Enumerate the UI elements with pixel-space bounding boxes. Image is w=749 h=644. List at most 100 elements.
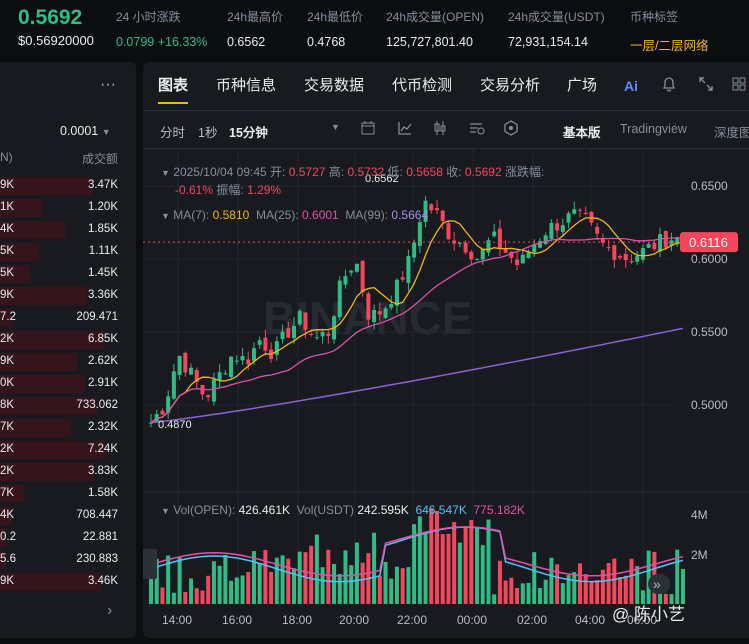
orderbook-row[interactable]: 1K 1.20K: [0, 197, 136, 219]
row-turnover: 3.46K: [87, 575, 118, 587]
depth-bar: [0, 485, 24, 503]
volume-bar: [149, 555, 153, 604]
candle-body: [263, 337, 268, 351]
volume-bar: [555, 564, 560, 604]
depth-bar: [0, 177, 92, 195]
settings-list-icon[interactable]: [468, 120, 486, 136]
volume-legend: ▼ Vol(OPEN): 426.461K Vol(USDT) 242.595K…: [161, 503, 525, 517]
depth-bar: [0, 287, 87, 305]
candle-body: [446, 223, 451, 240]
volume-bar: [171, 592, 176, 604]
orderbook-row[interactable]: 9K 3.36K: [0, 285, 136, 307]
x-tick: 16:00: [222, 613, 252, 627]
x-tick: 20:00: [339, 613, 369, 627]
orderbook-row[interactable]: 5K 1.11K: [0, 241, 136, 263]
orderbook-row[interactable]: 2K 6.85K: [0, 329, 136, 351]
indicator-icon[interactable]: [360, 120, 376, 136]
orderbook-row[interactable]: 0K 2.91K: [0, 373, 136, 395]
depth-bar: [0, 375, 85, 393]
candle-body: [194, 370, 199, 383]
row-amount: 2K: [0, 443, 15, 455]
volume-bar: [463, 526, 468, 604]
row-turnover: 1.85K: [87, 223, 118, 235]
row-turnover: 230.883: [76, 553, 118, 565]
col-turnover-header: 成交额: [81, 152, 118, 166]
tab-3[interactable]: 代币检测: [392, 77, 453, 94]
candle-body: [555, 223, 560, 231]
tab-0[interactable]: 图表: [158, 77, 189, 94]
vol-tick: 2M: [691, 548, 708, 562]
row-turnover: 1.20K: [87, 201, 118, 213]
grid-icon[interactable]: [731, 76, 747, 92]
y-tick: 0.6500: [691, 179, 728, 193]
orderbook-row[interactable]: 9K 3.47K: [0, 175, 136, 197]
orderbook-row[interactable]: 7K 2.32K: [0, 417, 136, 439]
precision-select[interactable]: 0.0001 ▼: [60, 124, 111, 138]
orderbook-row[interactable]: 9K 2.62K: [0, 351, 136, 373]
stat-4: 24h成交量(USDT) 72,931,154.14: [508, 8, 605, 49]
candle-icon[interactable]: [432, 120, 448, 136]
vol-ma1-line: [150, 526, 684, 583]
depth-bar: [0, 507, 12, 525]
orderbook-row[interactable]: 7K 1.58K: [0, 483, 136, 505]
tab-5[interactable]: 广场: [567, 77, 598, 94]
chevron-right-icon[interactable]: ›: [107, 602, 113, 619]
candle-body: [640, 247, 645, 260]
depth-chart-tab[interactable]: 深度图: [714, 126, 749, 140]
interval-time[interactable]: 分时: [160, 126, 186, 140]
volume-bar: [166, 555, 171, 604]
expand-icon[interactable]: [698, 76, 714, 92]
orderbook-row[interactable]: 0.2 22.881: [0, 527, 136, 549]
orderbook-row[interactable]: 5K 1.45K: [0, 263, 136, 285]
candle-body: [669, 240, 674, 246]
volume-bar: [177, 557, 182, 604]
row-turnover: 3.83K: [87, 465, 118, 477]
row-amount: 0.2: [0, 531, 16, 543]
orderbook-row[interactable]: 8K 733.062: [0, 395, 136, 417]
orderbook-row[interactable]: 5.6 230.883: [0, 549, 136, 571]
candle-body: [515, 259, 520, 266]
line-chart-icon[interactable]: [397, 120, 413, 136]
candlestick-chart[interactable]: BINANCE0.65000.60000.55000.50000.61160.6…: [143, 149, 749, 638]
orderbook-row[interactable]: 4K 1.85K: [0, 219, 136, 241]
x-tick: 04:00: [575, 613, 605, 627]
orderbook-row[interactable]: 2K 3.83K: [0, 461, 136, 483]
candle-body: [280, 331, 285, 340]
interval-15m[interactable]: 15分钟: [229, 126, 268, 140]
row-turnover: 209.471: [76, 311, 118, 323]
tab-2[interactable]: 交易数据: [304, 77, 365, 94]
candle-body: [234, 360, 239, 362]
tab-4[interactable]: 交易分析: [480, 77, 541, 94]
candle-body: [257, 340, 262, 345]
depth-bar: [0, 463, 94, 481]
more-icon[interactable]: ···: [100, 76, 116, 93]
candle-body: [171, 371, 176, 399]
row-turnover: 22.881: [82, 531, 118, 543]
orderbook-row[interactable]: 7.2 209.471: [0, 307, 136, 329]
basic-view-tab[interactable]: 基本版: [563, 126, 601, 140]
volume-bar: [509, 577, 514, 604]
orderbook-row[interactable]: 4K 708.447: [0, 505, 136, 527]
orderbook-row[interactable]: 9K 3.46K: [0, 571, 136, 593]
interval-dropdown-icon[interactable]: ▼: [331, 122, 340, 132]
candle-body: [572, 209, 577, 214]
candle-body: [612, 245, 617, 260]
volume-bar: [606, 563, 611, 604]
volume-bar: [211, 561, 216, 604]
orderbook-row[interactable]: 2K 7.24K: [0, 439, 136, 461]
x-tick: 06:00: [627, 613, 657, 627]
candle-body: [189, 367, 194, 375]
ai-icon[interactable]: Ai: [623, 76, 641, 94]
candle-body: [566, 213, 571, 223]
interval-1s[interactable]: 1秒: [198, 126, 218, 140]
tradingview-tab[interactable]: Tradingview: [620, 122, 687, 136]
row-amount: 5K: [0, 245, 15, 257]
volume-bar: [635, 566, 640, 604]
volume-bar: [515, 587, 520, 604]
candle-body: [160, 410, 165, 415]
tab-1[interactable]: 币种信息: [216, 77, 277, 94]
bell-icon[interactable]: [661, 76, 677, 92]
row-amount: 7.2: [0, 311, 16, 323]
candle-body: [320, 332, 325, 337]
hexagon-icon[interactable]: [503, 120, 519, 136]
